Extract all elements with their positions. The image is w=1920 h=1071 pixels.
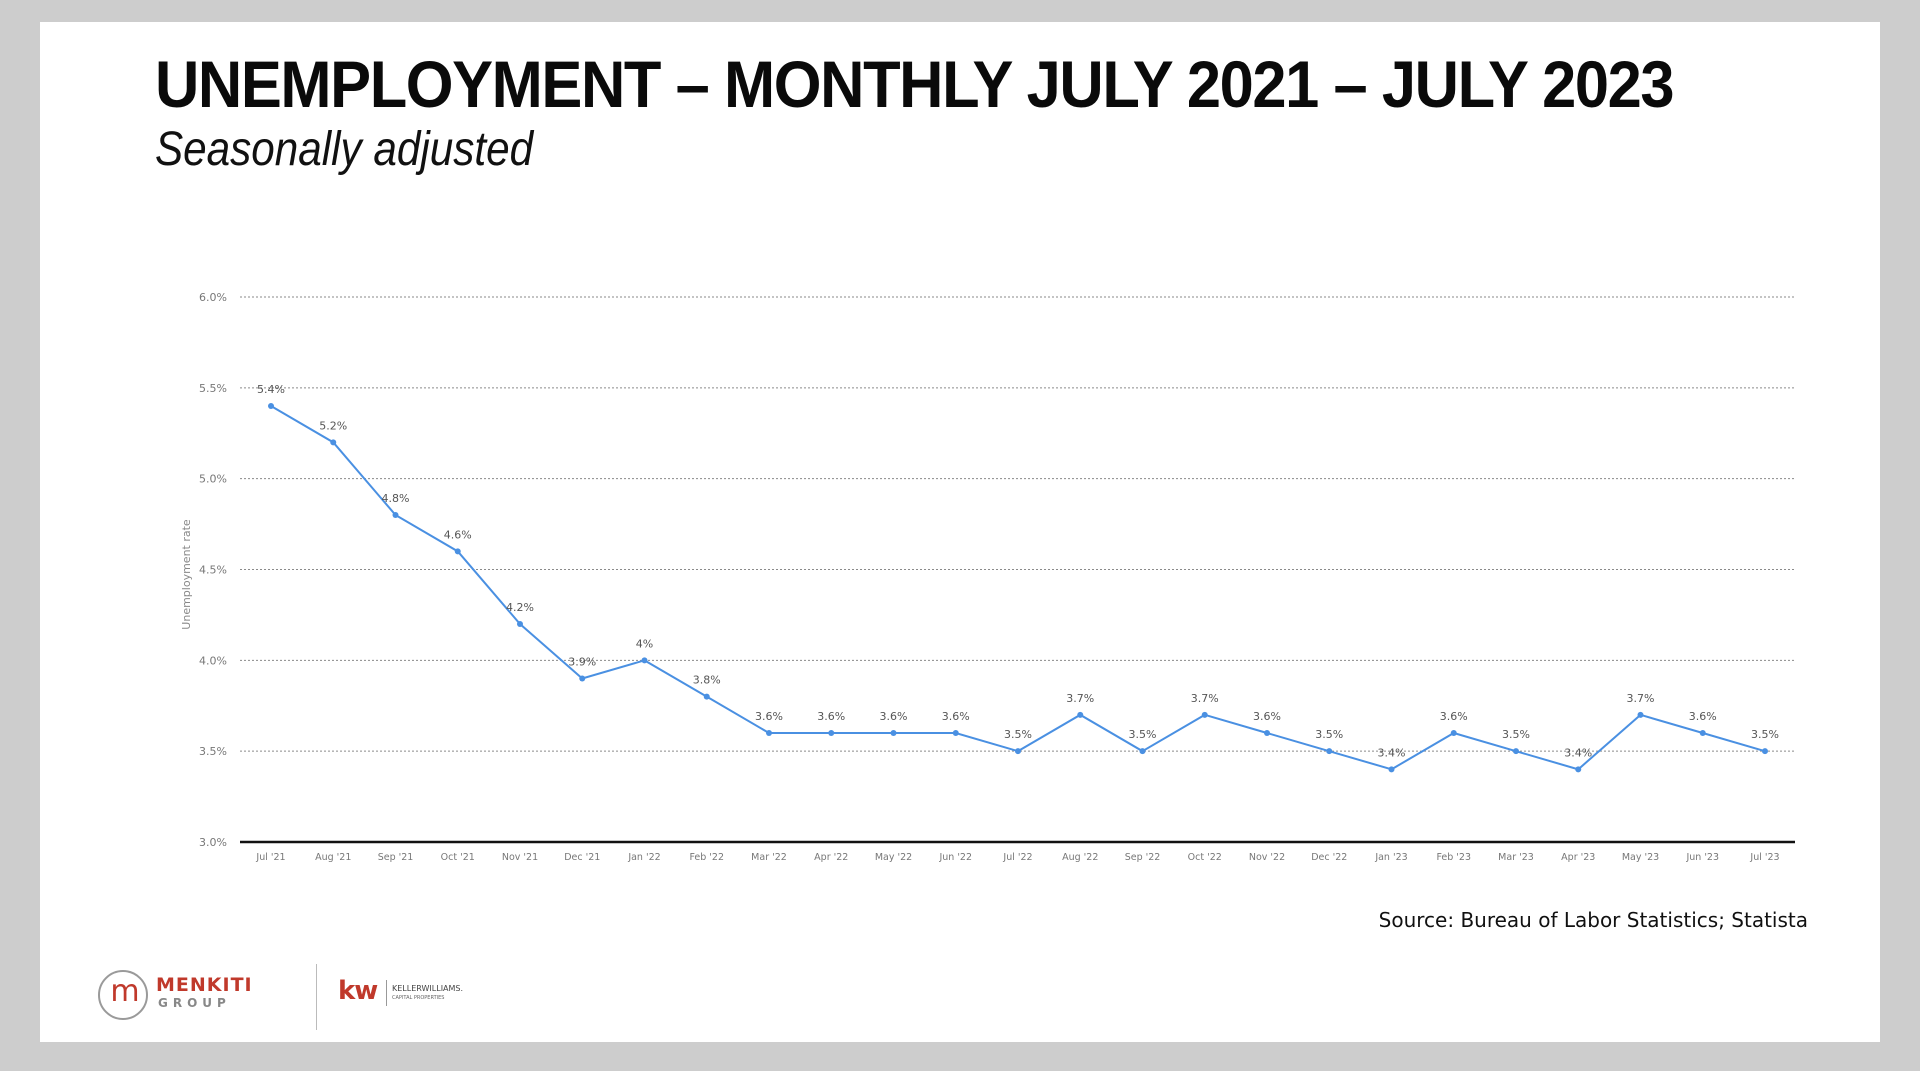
- x-tick-label: Jun '22: [938, 852, 972, 863]
- x-tick-label: Jul '21: [255, 852, 285, 863]
- y-tick-label: 3.0%: [199, 836, 227, 849]
- x-tick-label: Oct '22: [1188, 852, 1222, 863]
- data-point: [268, 403, 274, 409]
- kw-logo-divider: [386, 980, 387, 1006]
- data-point: [392, 512, 399, 518]
- y-tick-label: 5.5%: [199, 382, 227, 395]
- slide-title: UNEMPLOYMENT – MONTHLY JULY 2021 – JULY …: [155, 47, 1675, 121]
- data-point: [1264, 730, 1270, 736]
- data-point: [1699, 730, 1706, 736]
- data-label: 3.5%: [1129, 728, 1157, 741]
- data-point: [703, 693, 710, 700]
- x-tick-label: May '23: [1622, 852, 1659, 863]
- data-point: [1450, 730, 1457, 736]
- y-tick-label: 4.0%: [199, 654, 227, 667]
- x-tick-label: Aug '22: [1062, 852, 1098, 863]
- data-point: [641, 657, 648, 664]
- data-point: [1077, 711, 1084, 718]
- x-tick-label: Jun '23: [1685, 852, 1719, 863]
- x-tick-label: Dec '21: [564, 852, 600, 863]
- x-tick-label: Mar '22: [751, 852, 787, 863]
- x-tick-label: Jan '22: [627, 852, 660, 863]
- y-tick-label: 6.0%: [199, 291, 227, 304]
- data-point: [1513, 748, 1519, 755]
- data-label: 3.7%: [1191, 692, 1219, 705]
- data-label: 3.6%: [1689, 710, 1717, 723]
- data-label: 4.6%: [444, 528, 472, 541]
- kw-logo-name: KELLERWILLIAMS.: [392, 984, 464, 993]
- data-label: 3.7%: [1066, 692, 1094, 705]
- x-tick-label: Nov '21: [502, 852, 538, 863]
- y-tick-label: 3.5%: [199, 745, 227, 758]
- data-label: 3.6%: [942, 710, 970, 723]
- slide-subtitle: Seasonally adjusted: [155, 123, 534, 176]
- x-tick-label: Oct '21: [441, 852, 475, 863]
- data-label: 4%: [636, 637, 653, 650]
- data-label: 4.2%: [506, 601, 534, 614]
- data-point: [330, 439, 337, 446]
- data-point: [1201, 711, 1208, 718]
- kw-logo-sub: CAPITAL PROPERTIES: [392, 995, 445, 1001]
- data-point: [517, 621, 523, 627]
- data-label: 3.6%: [1440, 710, 1468, 723]
- data-point: [1762, 748, 1768, 755]
- data-label: 3.9%: [568, 656, 596, 669]
- x-tick-label: Nov '22: [1249, 852, 1285, 863]
- data-label: 3.6%: [817, 710, 845, 723]
- menkiti-logo-circle: m: [98, 970, 148, 1020]
- data-point: [1575, 766, 1582, 773]
- x-tick-label: Feb '22: [689, 852, 724, 863]
- x-tick-label: Jan '23: [1374, 852, 1407, 863]
- source-note: Source: Bureau of Labor Statistics; Stat…: [1378, 908, 1808, 932]
- footer-logos: m MENKITI GROUP kw KELLERWILLIAMS. CAPIT…: [98, 964, 518, 1044]
- menkiti-logo-group: GROUP: [158, 996, 231, 1010]
- unemployment-line-chart: 3.0% 3.5% 4.0% 4.5% 5.0% 5.5% 6.0% Unemployment…: [180, 291, 1795, 863]
- y-axis-title: Unemployment rate: [180, 519, 193, 630]
- data-label: 3.4%: [1564, 746, 1592, 759]
- logo-divider: [316, 964, 317, 1030]
- data-point: [1637, 711, 1644, 718]
- data-label: 3.6%: [755, 710, 783, 723]
- data-label: 5.2%: [319, 419, 347, 432]
- data-point: [890, 730, 897, 736]
- x-tick-label: Dec '22: [1311, 852, 1347, 863]
- data-point: [828, 730, 835, 736]
- x-tick-label: Feb '23: [1436, 852, 1471, 863]
- data-label: 3.6%: [880, 710, 908, 723]
- data-label: 3.5%: [1004, 728, 1032, 741]
- data-point: [1015, 748, 1021, 755]
- data-point: [952, 730, 959, 736]
- x-tick-label: Aug '21: [315, 852, 351, 863]
- data-label: 3.5%: [1751, 728, 1779, 741]
- x-tick-label: Jul '23: [1749, 852, 1779, 863]
- data-label: 3.5%: [1315, 728, 1343, 741]
- data-point: [1139, 748, 1146, 755]
- data-label: 3.4%: [1378, 746, 1406, 759]
- data-label: 4.8%: [382, 492, 410, 505]
- data-point: [1326, 748, 1333, 755]
- menkiti-logo-name: MENKITI: [156, 974, 253, 996]
- data-point: [579, 675, 586, 682]
- data-label: 3.6%: [1253, 710, 1281, 723]
- x-tick-label: Sep '21: [378, 852, 414, 863]
- data-point: [766, 730, 772, 736]
- x-tick-label: May '22: [875, 852, 912, 863]
- x-tick-label: Mar '23: [1498, 852, 1534, 863]
- data-label: 3.7%: [1627, 692, 1655, 705]
- y-tick-label: 5.0%: [199, 473, 227, 486]
- x-tick-label: Apr '23: [1561, 852, 1595, 863]
- data-label: 3.5%: [1502, 728, 1530, 741]
- y-tick-label: 4.5%: [199, 564, 227, 577]
- kw-logo-mark: kw: [338, 976, 378, 1006]
- x-tick-label: Sep '22: [1125, 852, 1161, 863]
- menkiti-logo-mark: m: [110, 974, 140, 1009]
- slide: UNEMPLOYMENT – MONTHLY JULY 2021 – JULY …: [40, 22, 1880, 1042]
- data-label: 3.8%: [693, 674, 721, 687]
- data-point: [454, 548, 461, 555]
- data-point: [1388, 766, 1395, 773]
- series-line: [270, 405, 1766, 771]
- x-tick-label: Jul '22: [1002, 852, 1032, 863]
- x-tick-label: Apr '22: [814, 852, 848, 863]
- data-label: 5.4%: [257, 383, 285, 396]
